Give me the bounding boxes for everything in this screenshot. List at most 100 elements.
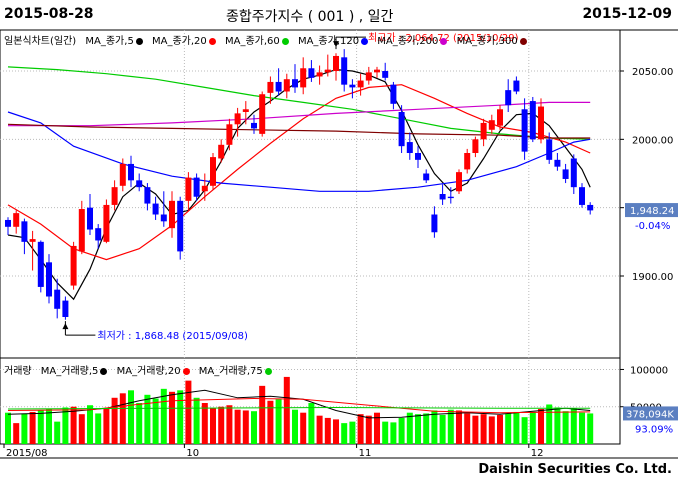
legend-item-ma60[interactable]: MA_종가,60 (225, 36, 289, 47)
candle-body[interactable] (538, 106, 544, 140)
volume-bar[interactable] (136, 403, 143, 444)
volume-bar[interactable] (119, 393, 126, 444)
volume-bar[interactable] (234, 409, 241, 444)
candle-body[interactable] (439, 194, 446, 200)
volume-bar[interactable] (431, 410, 438, 444)
volume-bar[interactable] (488, 416, 495, 444)
candle-body[interactable] (357, 80, 364, 88)
volume-bar[interactable] (439, 414, 446, 444)
volume-bar[interactable] (70, 406, 77, 444)
candle-body[interactable] (365, 72, 372, 81)
candle-body[interactable] (185, 177, 192, 201)
candle-body[interactable] (111, 187, 118, 205)
candle-body[interactable] (554, 159, 561, 167)
candle-body[interactable] (406, 142, 413, 153)
candle-body[interactable] (193, 177, 200, 197)
candle-body[interactable] (562, 169, 569, 179)
candle-body[interactable] (423, 173, 430, 181)
candle-body[interactable] (579, 187, 585, 205)
candle-body[interactable] (234, 113, 241, 125)
candle-body[interactable] (415, 153, 421, 160)
volume-bar[interactable] (406, 412, 413, 444)
volume-bar[interactable] (144, 394, 151, 444)
candle-body[interactable] (341, 57, 348, 85)
volume-bar[interactable] (587, 413, 594, 444)
volume-bar[interactable] (267, 400, 274, 444)
candle-body[interactable] (374, 69, 380, 73)
candle-body[interactable] (46, 262, 52, 297)
legend-item-ma300[interactable]: MA_종가,300 (457, 36, 527, 47)
volume-bar[interactable] (570, 408, 577, 444)
candle-body[interactable] (95, 228, 102, 241)
volume-bar[interactable] (521, 417, 528, 444)
volume-bar[interactable] (505, 413, 512, 444)
volume-bar[interactable] (390, 422, 397, 444)
volume-bar[interactable] (308, 403, 315, 444)
volume-bar[interactable] (447, 409, 454, 444)
volume-bar[interactable] (259, 385, 266, 444)
candle-body[interactable] (267, 81, 274, 93)
candle-body[interactable] (431, 214, 438, 233)
legend-item-ma20[interactable]: MA_종가,20 (152, 36, 216, 47)
candle-body[interactable] (177, 200, 184, 252)
candle-body[interactable] (398, 112, 405, 147)
volume-bar[interactable] (13, 423, 20, 444)
volume-bar[interactable] (46, 408, 52, 444)
volume-bar[interactable] (374, 412, 380, 444)
volume-bar[interactable] (78, 414, 85, 444)
volume-bar[interactable] (357, 414, 364, 444)
volume-bar[interactable] (5, 412, 11, 444)
candle-body[interactable] (480, 122, 487, 140)
candle-body[interactable] (62, 300, 69, 317)
volume-bar[interactable] (464, 413, 471, 444)
candle-body[interactable] (447, 196, 454, 199)
candle-body[interactable] (5, 219, 11, 227)
volume-bar[interactable] (423, 413, 430, 444)
candle-body[interactable] (21, 221, 28, 242)
volume-bar[interactable] (37, 410, 44, 444)
candle-body[interactable] (390, 84, 397, 104)
candle-body[interactable] (128, 163, 134, 181)
volume-bar[interactable] (513, 411, 520, 444)
candle-body[interactable] (87, 207, 93, 230)
volume-bar[interactable] (365, 415, 372, 444)
volume-bar[interactable] (177, 390, 184, 444)
candle-body[interactable] (54, 289, 61, 309)
candle-body[interactable] (251, 122, 257, 129)
candle-body[interactable] (136, 180, 143, 188)
volume-bar[interactable] (341, 423, 348, 444)
candle-body[interactable] (587, 204, 594, 211)
candle-body[interactable] (497, 109, 503, 126)
candle-body[interactable] (37, 241, 44, 287)
volume-bar[interactable] (316, 415, 323, 444)
candle-body[interactable] (324, 69, 331, 73)
volume-bar[interactable] (300, 412, 307, 444)
candle-body[interactable] (259, 94, 266, 134)
candle-body[interactable] (472, 139, 479, 153)
candle-body[interactable] (513, 80, 520, 92)
volume-bar[interactable] (169, 391, 175, 444)
volume-bar[interactable] (538, 408, 544, 444)
volume-bar[interactable] (529, 411, 536, 444)
candle-body[interactable] (464, 153, 471, 170)
volume-bar[interactable] (382, 421, 389, 444)
volume-bar[interactable] (554, 407, 561, 444)
candle-body[interactable] (349, 84, 356, 88)
volume-bar[interactable] (62, 407, 69, 444)
candle-body[interactable] (546, 139, 553, 160)
volume-bar[interactable] (333, 419, 339, 444)
volume-bar[interactable] (29, 411, 36, 444)
candle-body[interactable] (78, 209, 85, 252)
volume-bar[interactable] (562, 411, 569, 444)
legend-item-ma200[interactable]: MA_종가,200 (377, 36, 448, 47)
volume-bar[interactable] (87, 405, 93, 444)
candle-body[interactable] (456, 172, 462, 192)
volume-bar[interactable] (201, 403, 208, 444)
legend-item-ma120[interactable]: MA_종가,120 (298, 36, 369, 47)
candle-body[interactable] (218, 144, 225, 159)
candle-body[interactable] (152, 203, 159, 215)
candle-body[interactable] (144, 187, 151, 204)
volume-bar[interactable] (111, 397, 118, 444)
candle-body[interactable] (275, 81, 282, 92)
